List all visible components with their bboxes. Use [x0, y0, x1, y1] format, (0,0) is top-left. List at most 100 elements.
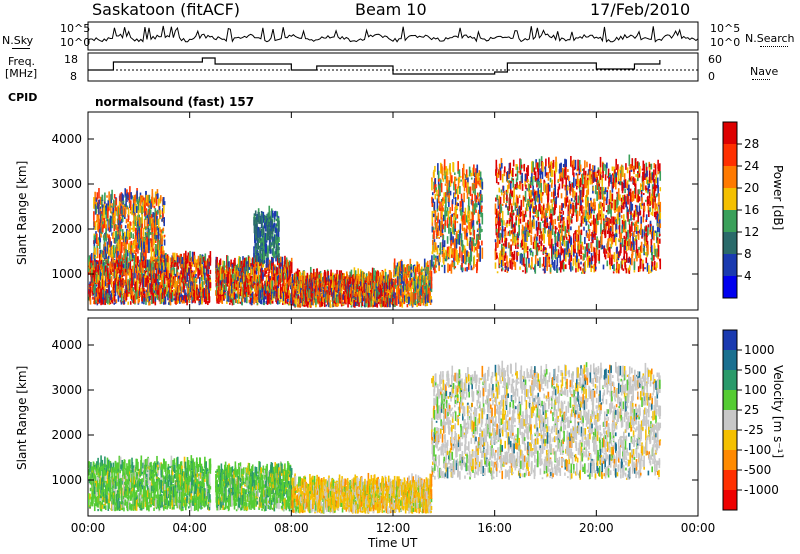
range-gate-cell [97, 276, 100, 287]
range-gate-cell [102, 276, 105, 287]
range-gate-cell [241, 287, 243, 293]
range-gate-cell [226, 300, 228, 304]
range-gate-cell [164, 268, 167, 276]
range-gate-cell [131, 298, 133, 301]
range-gate-cell [133, 249, 136, 254]
range-gate-cell [219, 294, 221, 301]
range-gate-cell [147, 203, 149, 207]
range-gate-cell [148, 242, 150, 254]
range-gate-cell [97, 282, 100, 293]
range-gate-cell [107, 207, 109, 219]
range-gate-cell [162, 262, 165, 274]
range-gate-cell [224, 265, 227, 268]
range-gate-cell [174, 300, 177, 304]
range-gate-cell [232, 268, 234, 274]
range-gate-cell [151, 278, 153, 290]
range-gate-cell [97, 223, 99, 232]
range-gate-cell [142, 236, 144, 242]
range-gate-cell [110, 215, 112, 223]
range-gate-cell [102, 259, 105, 268]
range-gate-cell [111, 297, 114, 304]
range-gate-cell [218, 286, 220, 291]
range-gate-cell [234, 286, 237, 292]
range-gate-cell [136, 270, 138, 282]
range-gate-cell [244, 280, 247, 289]
range-gate-cell [233, 283, 235, 294]
range-gate-cell [187, 252, 190, 263]
range-gate-cell [173, 288, 175, 294]
range-gate-cell [242, 275, 244, 283]
range-gate-cell [192, 285, 194, 297]
range-gate-cell [162, 250, 165, 258]
range-gate-cell [209, 251, 212, 263]
range-gate-cell [129, 245, 132, 255]
range-gate-cell [120, 224, 123, 229]
range-gate-cell [143, 270, 146, 274]
range-gate-cell [151, 197, 154, 201]
range-gate-cell [142, 265, 144, 273]
range-gate-cell [245, 257, 248, 266]
range-gate-cell [131, 247, 133, 255]
range-gate-cell [105, 271, 107, 280]
range-gate-cell [101, 296, 104, 305]
range-gate-cell [121, 229, 124, 239]
range-gate-cell [147, 282, 150, 294]
range-gate-cell [376, 303, 379, 308]
range-gate-cell [133, 214, 136, 217]
range-gate-cell [116, 270, 119, 281]
range-gate-cell [201, 281, 204, 291]
range-gate-cell [145, 191, 147, 199]
range-gate-cell [93, 211, 95, 221]
range-gate-cell [126, 234, 129, 240]
nsky-label: N.Sky [2, 34, 34, 47]
range-gate-cell [146, 259, 149, 268]
range-gate-cell [208, 296, 211, 303]
range-gate-cell [441, 166, 443, 175]
range-gate-cell [188, 268, 190, 275]
range-gate-cell [157, 289, 160, 295]
range-gate-cell [110, 223, 112, 232]
range-gate-cell [110, 268, 113, 273]
range-gate-cell [236, 292, 239, 298]
range-gate-cell [99, 281, 102, 289]
range-gate-cell [163, 288, 166, 298]
range-gate-cell [147, 199, 149, 205]
range-gate-cell [198, 300, 201, 306]
range-gate-cell [143, 204, 146, 216]
range-gate-cell [160, 245, 163, 252]
range-gate-cell [442, 207, 445, 212]
range-gate-cell [96, 213, 99, 223]
range-gate-cell [148, 233, 150, 240]
range-gate-cell [96, 247, 99, 256]
range-gate-cell [166, 267, 168, 275]
range-gate-cell [221, 268, 224, 274]
range-gate-cell [186, 264, 189, 273]
range-gate-cell [132, 265, 134, 272]
range-gate-cell [103, 262, 105, 267]
range-gate-cell [185, 250, 187, 261]
range-gate-cell [129, 290, 132, 300]
range-gate-cell [180, 270, 182, 279]
range-gate-cell [105, 269, 107, 272]
cpid-value: normalsound (fast) 157 [95, 95, 255, 109]
range-gate-cell [246, 292, 248, 304]
range-gate-cell [134, 194, 137, 201]
range-gate-cell [204, 287, 206, 299]
range-gate-cell [125, 272, 128, 284]
range-gate-cell [194, 258, 196, 264]
range-gate-cell [113, 259, 116, 264]
range-gate-cell [184, 289, 186, 297]
range-gate-cell [414, 293, 417, 300]
range-gate-cell [235, 264, 238, 276]
range-gate-cell [92, 260, 94, 266]
range-gate-cell [152, 248, 154, 252]
range-gate-cell [445, 196, 447, 208]
range-gate-cell [271, 210, 274, 218]
range-gate-cell [183, 283, 186, 288]
range-gate-cell [442, 223, 445, 230]
range-gate-cell [134, 267, 136, 279]
range-gate-cell [154, 273, 156, 280]
range-gate-cell [171, 285, 174, 289]
range-gate-cell [154, 210, 157, 221]
range-gate-cell [161, 299, 164, 303]
